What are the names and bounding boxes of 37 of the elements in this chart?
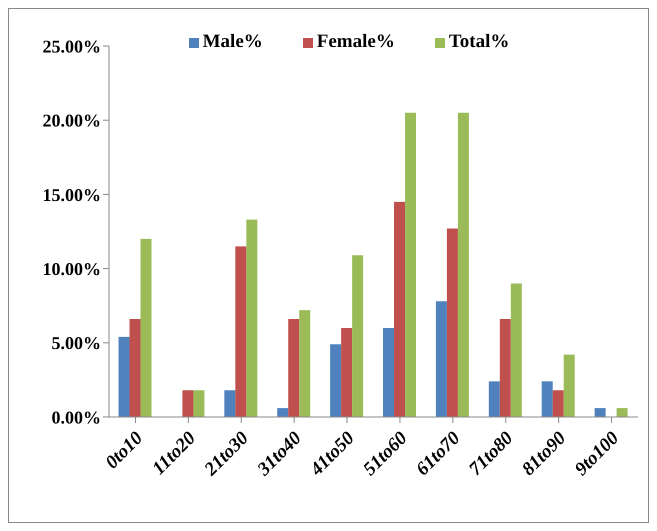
bar xyxy=(542,381,553,417)
bar xyxy=(446,228,458,417)
y-tick-label: 20.00% xyxy=(42,110,101,131)
bar xyxy=(383,328,394,417)
bar xyxy=(436,301,447,417)
bar xyxy=(193,390,204,417)
bar xyxy=(564,354,575,417)
bar xyxy=(594,408,606,417)
bar xyxy=(140,238,152,417)
bar xyxy=(488,381,500,417)
bar xyxy=(235,246,246,417)
bar xyxy=(510,283,522,417)
y-tick-label: 25.00% xyxy=(42,36,101,56)
bar xyxy=(500,319,511,417)
y-tick-label: 15.00% xyxy=(42,184,101,205)
legend-label: Female% xyxy=(316,31,395,52)
bar xyxy=(246,220,258,417)
bar xyxy=(352,255,364,417)
bar xyxy=(616,408,628,417)
bar xyxy=(341,328,352,417)
bar xyxy=(299,310,310,417)
bar xyxy=(288,319,300,417)
bar xyxy=(182,390,194,417)
bar xyxy=(330,344,342,417)
bar xyxy=(405,112,416,417)
y-tick-label: 5.00% xyxy=(52,333,101,354)
legend-label: Male% xyxy=(202,31,263,52)
bar xyxy=(458,112,469,417)
bar xyxy=(277,408,288,417)
bar xyxy=(224,390,236,417)
y-tick-label: 10.00% xyxy=(42,258,101,279)
y-tick-label: 0.00% xyxy=(52,407,101,428)
bar xyxy=(118,336,130,417)
bar xyxy=(394,202,406,417)
legend-label: Total% xyxy=(448,31,510,52)
bar xyxy=(552,390,564,417)
bar xyxy=(130,319,141,417)
